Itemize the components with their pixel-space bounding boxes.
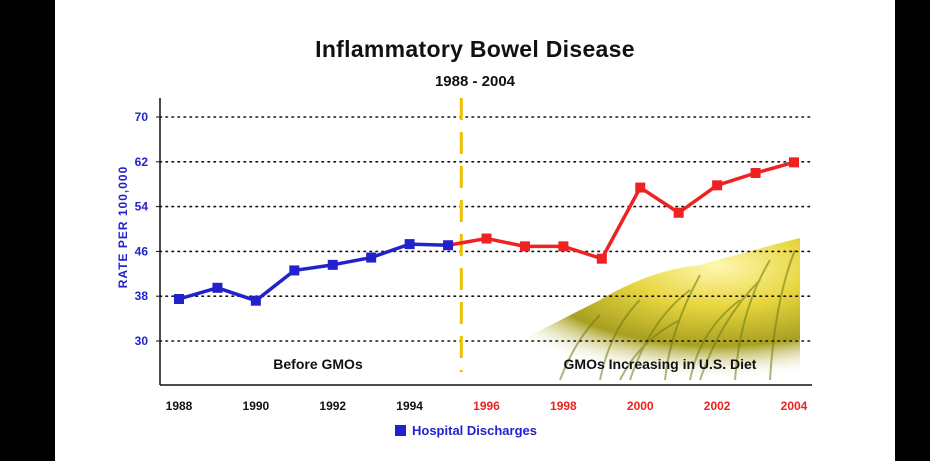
data-point-1991 [289,265,300,276]
data-point-1989 [212,282,223,293]
y-axis-label: RATE PER 100,000 [116,166,130,289]
y-tick-label-38: 38 [135,289,149,303]
y-tick-label-30: 30 [135,334,149,348]
legend-label: Hospital Discharges [412,423,537,438]
data-point-1995 [443,240,454,251]
x-tick-label-1994: 1994 [396,399,423,413]
data-point-2003 [750,168,761,178]
data-point-1997 [519,241,530,252]
chart-title: Inflammatory Bowel Disease [315,36,635,62]
chart-subtitle: 1988 - 2004 [434,73,516,90]
data-points [174,157,799,306]
before-gmos-label: Before GMOs [273,356,363,372]
legend-swatch [395,425,406,436]
data-point-1988 [174,294,184,304]
x-tick-label-2004: 2004 [781,399,808,413]
data-point-2001 [673,207,684,218]
x-tick-label-1988: 1988 [166,399,193,413]
data-point-2004 [789,157,799,168]
x-tick-label-1996: 1996 [473,399,500,413]
data-point-1994 [404,239,415,250]
y-tick-label-70: 70 [135,110,149,124]
corn-field-image [470,238,800,381]
gmos-increasing-label: GMOs Increasing in U.S. Diet [564,356,757,372]
axes [159,98,812,386]
data-lines [178,160,795,303]
x-tick-label-2002: 2002 [704,399,731,413]
x-tick-labels: 1988 1990 1992 1994 1996 1998 2000 2002 2004 [166,399,808,413]
x-tick-label-1998: 1998 [550,399,577,413]
data-point-1990 [250,295,261,306]
series-line-before [178,242,449,303]
data-point-1998 [558,241,569,252]
slide-background [55,0,895,461]
x-tick-label-1992: 1992 [319,399,346,413]
y-tick-labels: 30 38 46 54 62 70 [135,110,160,348]
data-point-1992 [327,259,338,270]
data-point-1999 [596,253,607,264]
x-tick-label-2000: 2000 [627,399,654,413]
data-point-2002 [712,180,723,191]
data-point-1993 [366,252,377,263]
grid [159,116,813,342]
legend: Hospital Discharges [395,423,537,438]
y-tick-label-46: 46 [135,244,149,258]
y-tick-label-54: 54 [135,200,149,214]
data-point-2000 [635,182,646,193]
y-tick-label-62: 62 [135,155,149,169]
series-line-after [447,160,795,261]
data-point-1996 [481,233,492,244]
x-tick-label-1990: 1990 [243,399,270,413]
